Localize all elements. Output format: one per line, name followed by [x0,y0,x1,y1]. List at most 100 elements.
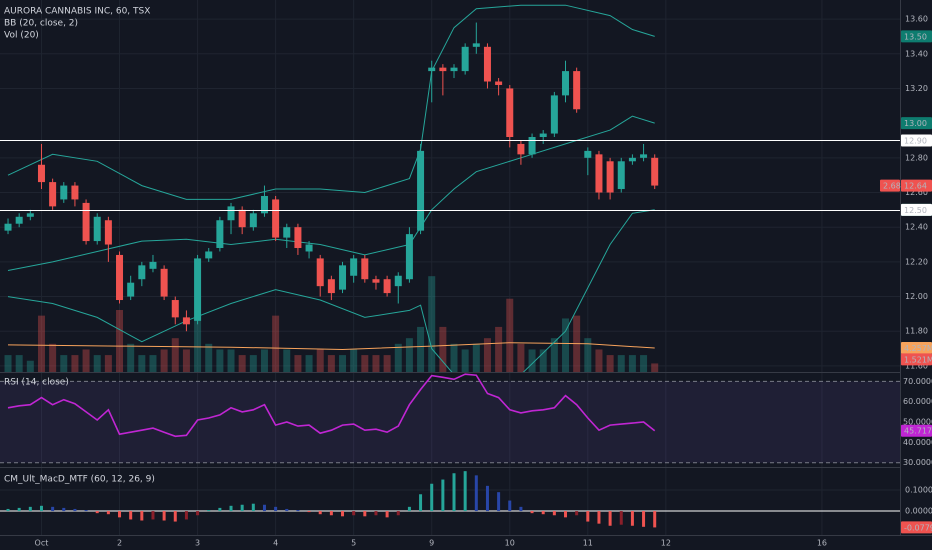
histogram-bar [653,511,657,528]
price-label: 2.68% [883,182,909,191]
candle-body [361,258,369,280]
y-tick-label: 0.1000 [905,486,932,495]
volume-bar [428,276,436,372]
volume-bar [15,355,23,372]
histogram-bar [6,508,10,512]
histogram-bar [463,471,467,512]
candle-body [249,213,257,228]
candle-body [405,234,413,280]
price-label: 1.521M [904,355,932,364]
histogram-bar [274,506,278,512]
histogram-bar [95,511,99,514]
histogram-bar [497,492,501,512]
histogram-bar [151,511,155,520]
price-label-bg [901,203,932,216]
candle-body [227,206,235,221]
candle-body [316,258,324,287]
price-label: -0.0779 [904,523,932,532]
candle-body [171,300,179,318]
histogram-bar [385,511,389,518]
candle-body [260,195,268,214]
volume-bar [227,349,235,372]
volume-title: Vol (20) [4,31,39,41]
histogram-bar [251,503,255,512]
x-tick-label: 4 [273,539,278,548]
histogram-bar [329,511,333,516]
candle-body [584,150,592,158]
histogram-bar [419,494,423,512]
indicator-title: BB (20, close, 2) [4,19,78,29]
volume-bar [628,355,636,372]
price-label: 12.90 [904,136,927,145]
candle-body [205,251,213,259]
y-tick-label: 11.60 [905,361,928,370]
candle-body [506,88,514,138]
candle-body [116,254,124,301]
volume-bar [272,315,280,372]
price-label-bg [901,179,932,192]
volume-bar [495,326,503,372]
y-tick-label: 40.0000 [903,438,932,447]
volume-bar [383,355,391,372]
volume-bar [316,349,324,372]
candle-body [37,164,45,183]
x-tick-label: 2 [117,539,122,548]
histogram-bar [608,511,612,526]
candle-body [138,265,146,280]
volume-bar [539,349,547,372]
volume-bar [37,315,45,372]
candle-body [640,154,648,158]
volume-bar [26,360,34,372]
candle-body [394,275,402,287]
x-tick-label: Oct [35,539,49,548]
candle-body [272,199,280,238]
histogram-bar [240,504,244,512]
volume-bar [417,326,425,372]
candle-body [194,258,202,321]
histogram-bar [341,511,345,517]
candle-body [417,150,425,231]
price-label: 13.00 [904,119,927,128]
volume-bar [60,355,68,372]
candle-body [26,213,34,217]
volume-bar [405,338,413,372]
volume-bar [617,355,625,372]
histogram-bar [586,511,590,522]
candle-body [428,67,436,72]
price-label-bg [901,134,932,147]
volume-bar [640,355,648,372]
volume-bar [506,298,514,372]
candle-body [82,202,90,242]
candle-body [528,137,536,155]
volume-bar [372,355,380,372]
volume-bar [160,349,168,372]
rsi-band [0,381,900,463]
histogram-bar [162,511,166,521]
candle-body [483,46,491,82]
histogram-bar [307,511,311,513]
histogram-bar [184,511,188,520]
y-tick-label: 13.60 [905,15,928,24]
x-tick-label: 16 [817,539,827,548]
volume-bar [606,355,614,372]
volume-bar [595,349,603,372]
histogram-bar [51,506,55,512]
rsi-line [7,373,656,438]
candle-body [562,71,570,96]
candle-body [294,227,302,248]
y-tick-label: 12.80 [905,153,928,162]
y-tick-label: 70.0000 [903,377,932,386]
volume-bar [260,349,268,372]
histogram-bar [106,511,110,515]
volume-bar [450,343,458,372]
histogram-bar [597,511,601,524]
histogram-bar [39,505,43,512]
candle-body [104,220,112,245]
scale-labels: 13.60 13.40 13.20 12.80 12.60 12.40 12.20 12.00… [35,15,932,548]
price-pane [0,4,900,372]
histogram-bar [485,485,489,512]
volume-bar [216,349,224,372]
histogram-bar [575,511,579,516]
x-tick-label: 3 [195,539,200,548]
